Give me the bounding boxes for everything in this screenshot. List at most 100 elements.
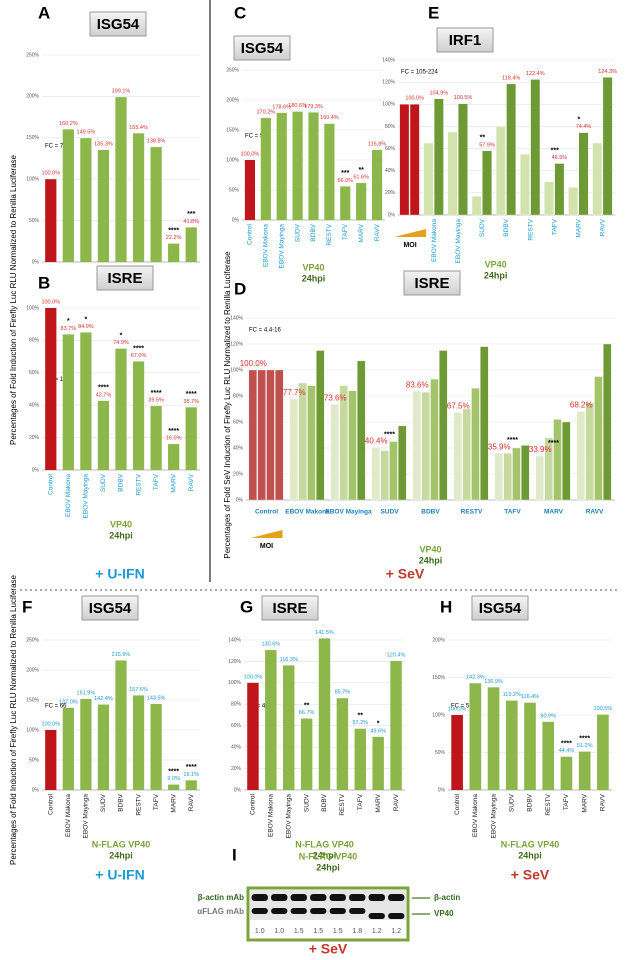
y-tick-label: 80%: [233, 393, 244, 399]
y-tick-label: 200%: [432, 637, 445, 643]
bar: [168, 243, 180, 262]
band: [310, 894, 327, 901]
significance: *: [120, 333, 123, 340]
bar: [115, 660, 127, 790]
panel-letter: D: [234, 279, 246, 298]
significance: ****: [151, 390, 162, 397]
value-label: 66.7%: [299, 710, 315, 716]
bar: [430, 378, 439, 501]
y-tick-label: 250%: [26, 637, 39, 643]
band: [290, 894, 307, 901]
chart-title: ISRE: [414, 275, 449, 292]
y-tick-label: 80%: [29, 338, 40, 344]
value-label: 39.5%: [148, 397, 164, 403]
bar: [453, 412, 462, 501]
ratio: 1.5: [294, 928, 304, 935]
bar: [308, 112, 319, 220]
x-tick-label: MARV: [375, 793, 382, 812]
value-label: 142.3%: [466, 675, 485, 681]
bar: [458, 103, 468, 216]
x-axis-label: N-FLAG VP40: [295, 839, 354, 849]
value-label: 136.9%: [484, 679, 503, 685]
bar: [300, 718, 313, 790]
x-tick-label: SUDV: [100, 793, 107, 812]
x-tick-label: MARV: [581, 793, 588, 812]
bar: [307, 385, 316, 501]
bar: [434, 98, 444, 216]
x-tick-label: SUDV: [294, 223, 301, 242]
value-label: 180.6%: [288, 103, 307, 109]
y-tick-label: 100%: [26, 305, 39, 311]
value-label: 100.0%: [240, 359, 267, 368]
x-tick-label: RAVV: [586, 509, 604, 516]
bar: [260, 117, 271, 220]
bar: [524, 702, 536, 790]
bar: [247, 682, 259, 790]
x-tick-label: RESTV: [135, 793, 142, 815]
chart-title: IRF1: [449, 32, 482, 49]
value-label: 104.9%: [430, 90, 449, 96]
value-label: 61.6%: [353, 174, 369, 180]
x-tick-label: TAFV: [342, 223, 349, 240]
x-axis-label: 24hpi: [109, 850, 133, 860]
y-tick-label: 100%: [226, 157, 239, 163]
value-label: 83.7%: [61, 326, 77, 332]
value-label: 77.7%: [283, 388, 306, 397]
significance: ****: [561, 741, 572, 748]
x-tick-label: TAFV: [153, 473, 160, 490]
significance: ****: [168, 227, 179, 234]
x-axis-label: VP40: [110, 519, 132, 529]
value-label: 46.5%: [552, 155, 568, 161]
moi-triangle: [250, 530, 283, 538]
bar: [318, 638, 331, 790]
x-tick-label: SUDV: [380, 509, 399, 516]
value-label: 160.2%: [59, 121, 78, 127]
bar: [115, 97, 127, 262]
y-tick-label: 0%: [32, 787, 40, 793]
value-label: 100.5%: [594, 706, 613, 712]
band: [251, 894, 268, 901]
bar: [390, 661, 402, 790]
x-tick-label: EBOV Makona: [65, 474, 72, 517]
bar: [380, 450, 389, 501]
x-tick-label: Control: [255, 509, 278, 516]
bar: [168, 444, 180, 470]
x-tick-label: RAVV: [374, 223, 381, 241]
value-label: 122.4%: [526, 71, 545, 77]
value-label: 9.0%: [167, 776, 180, 782]
bar: [423, 142, 434, 216]
bar: [505, 700, 518, 790]
bar: [371, 149, 383, 220]
x-tick-label: EBOV Makona: [263, 224, 270, 267]
bar: [554, 163, 565, 216]
bar: [276, 112, 287, 220]
moi-label: MOI: [260, 543, 273, 550]
bar: [62, 334, 74, 470]
y-tick-label: 0%: [438, 787, 446, 793]
title-box: [261, 595, 319, 621]
y-tick-label: 60%: [385, 146, 396, 152]
x-tick-label: MARV: [170, 473, 177, 492]
bar: [578, 751, 591, 790]
x-tick-label: BDBV: [118, 473, 125, 491]
band: [368, 894, 385, 901]
condition-label: + SeV: [386, 566, 425, 582]
x-tick-label: RESTV: [545, 793, 552, 815]
bar: [506, 83, 516, 216]
significance: ****: [98, 385, 109, 392]
panel-letter: A: [38, 3, 50, 22]
y-tick-label: 60%: [231, 723, 242, 729]
value-label: 178.6%: [272, 104, 291, 110]
bar: [371, 447, 380, 501]
value-label: 120.4%: [387, 652, 406, 658]
chart-title: ISRE: [272, 600, 307, 617]
x-tick-label: RESTV: [461, 509, 483, 516]
chart-title: ISG54: [479, 600, 522, 617]
fc-note: FC = 520: [451, 704, 477, 710]
title-box: [436, 27, 494, 53]
significance: *: [377, 721, 380, 728]
y-tick-label: 150%: [226, 127, 239, 133]
value-label: 35.9%: [488, 442, 511, 451]
bar: [471, 388, 480, 501]
x-tick-label: BDBV: [527, 793, 534, 811]
